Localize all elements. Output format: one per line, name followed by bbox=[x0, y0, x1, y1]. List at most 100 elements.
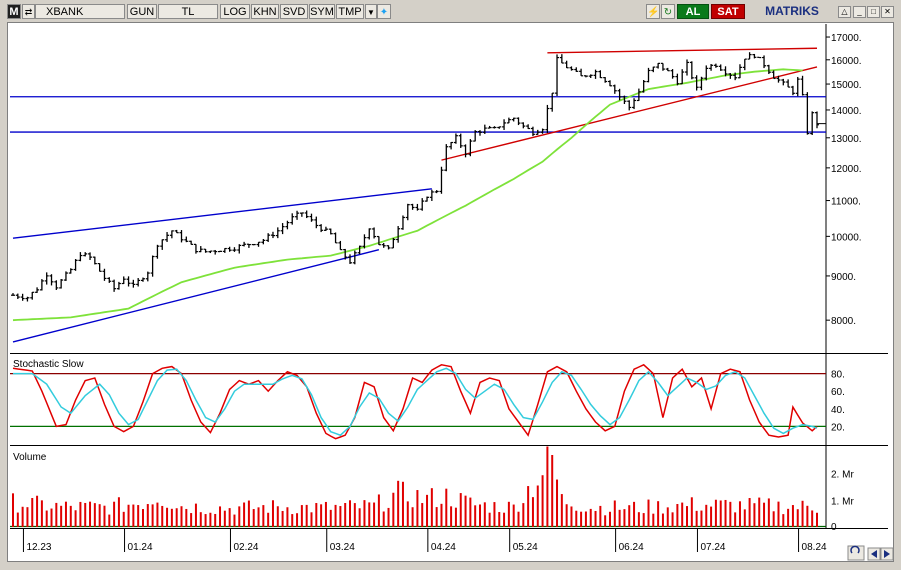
maximize-icon[interactable]: □ bbox=[867, 6, 880, 18]
volume-bar bbox=[714, 499, 717, 527]
volume-bar bbox=[204, 514, 207, 527]
buy-button[interactable]: AL bbox=[677, 4, 709, 19]
minimize-icon[interactable]: _ bbox=[853, 6, 866, 18]
volume-bar bbox=[628, 505, 631, 527]
volume-bar bbox=[705, 504, 708, 527]
volume-bar bbox=[652, 513, 655, 527]
volume-bar bbox=[570, 506, 573, 527]
stochastic-tick-label: 80. bbox=[831, 370, 845, 381]
volume-bar bbox=[608, 511, 611, 527]
volume-bar bbox=[700, 510, 703, 527]
close-icon[interactable]: ✕ bbox=[881, 6, 894, 18]
swap-icon[interactable]: ⇄ bbox=[22, 4, 35, 19]
twitter-icon[interactable]: ✦ bbox=[377, 4, 391, 19]
arrow-right-icon bbox=[884, 550, 890, 558]
volume-bar bbox=[31, 498, 34, 527]
price-tick-label: 16000. bbox=[831, 56, 862, 67]
volume-bar bbox=[180, 506, 183, 527]
volume-bar bbox=[64, 501, 67, 527]
volume-bar bbox=[719, 500, 722, 527]
refresh-icon[interactable]: ↻ bbox=[661, 4, 675, 19]
volume-bar bbox=[488, 512, 491, 527]
volume-bar bbox=[166, 507, 169, 527]
price-tick-label: 11000. bbox=[831, 197, 861, 208]
price-tick-label: 8000. bbox=[831, 316, 856, 327]
tmp-button[interactable]: TMP bbox=[336, 4, 364, 19]
price-tick-label: 9000. bbox=[831, 272, 856, 283]
currency-button[interactable]: TL bbox=[158, 4, 218, 19]
volume-bar bbox=[483, 502, 486, 527]
symbol-field[interactable]: XBANK bbox=[35, 4, 125, 19]
logo-button[interactable]: M bbox=[7, 4, 21, 19]
volume-bar bbox=[560, 494, 563, 527]
period-button[interactable]: GUN bbox=[127, 4, 157, 19]
volume-bar bbox=[454, 507, 457, 527]
volume-bar bbox=[257, 507, 260, 527]
volume-bar bbox=[753, 503, 756, 527]
volume-bar bbox=[344, 502, 347, 527]
volume-bar bbox=[358, 508, 361, 527]
volume-bar bbox=[604, 515, 607, 527]
trend-line bbox=[12, 188, 432, 239]
volume-bar bbox=[599, 505, 602, 527]
volume-bar bbox=[681, 502, 684, 527]
volume-bar bbox=[531, 497, 534, 527]
date-label: 06.24 bbox=[619, 542, 644, 553]
volume-bar bbox=[758, 497, 761, 527]
volume-bar bbox=[623, 509, 626, 527]
date-label: 03.24 bbox=[330, 542, 355, 553]
volume-bar bbox=[498, 512, 501, 527]
volume-bar bbox=[637, 512, 640, 527]
volume-bar bbox=[618, 509, 621, 527]
volume-bar bbox=[103, 505, 106, 527]
price-tick-label: 13000. bbox=[831, 134, 862, 145]
volume-bar bbox=[584, 511, 587, 527]
sell-button[interactable]: SAT bbox=[711, 4, 745, 19]
khn-button[interactable]: KHN bbox=[251, 4, 279, 19]
volume-bar bbox=[791, 505, 794, 527]
volume-bar bbox=[373, 502, 376, 527]
svd-button[interactable]: SVD bbox=[280, 4, 308, 19]
volume-bar bbox=[247, 500, 250, 527]
volume-bar bbox=[777, 501, 780, 527]
volume-bar bbox=[676, 504, 679, 527]
volume-tick-label: 1. Mr bbox=[831, 496, 854, 507]
volume-bar bbox=[238, 506, 241, 527]
volume-bar bbox=[671, 512, 674, 527]
volume-bar bbox=[782, 514, 785, 527]
volume-bar bbox=[661, 513, 664, 527]
volume-bar bbox=[411, 507, 414, 527]
collapse-icon[interactable]: △ bbox=[838, 6, 851, 18]
volume-bar bbox=[397, 480, 400, 527]
trend-line bbox=[12, 249, 380, 343]
date-label: 07.24 bbox=[700, 542, 725, 553]
volume-bar bbox=[440, 503, 443, 527]
sym-button[interactable]: SYM bbox=[309, 4, 335, 19]
volume-bar bbox=[450, 506, 453, 527]
volume-bar bbox=[69, 505, 72, 527]
volume-bar bbox=[426, 494, 429, 527]
date-label: 05.24 bbox=[513, 542, 538, 553]
dropdown-arrow-icon[interactable]: ▼ bbox=[365, 4, 377, 19]
volume-bar bbox=[633, 501, 636, 527]
volume-bar bbox=[219, 506, 222, 527]
price-tick-label: 15000. bbox=[831, 80, 862, 91]
volume-bar bbox=[363, 500, 366, 527]
volume-bar bbox=[734, 512, 737, 527]
trend-line bbox=[547, 47, 818, 54]
volume-bar bbox=[108, 514, 111, 527]
volume-bar bbox=[690, 497, 693, 527]
volume-bar bbox=[84, 502, 87, 527]
stochastic-tick-label: 40. bbox=[831, 405, 845, 416]
volume-bar bbox=[392, 492, 395, 527]
lightning-icon[interactable]: ⚡ bbox=[646, 4, 660, 19]
volume-bar bbox=[117, 497, 120, 527]
volume-bar bbox=[416, 490, 419, 527]
log-button[interactable]: LOG bbox=[220, 4, 250, 19]
volume-bar bbox=[228, 508, 231, 527]
volume-bar bbox=[613, 500, 616, 527]
volume-bar bbox=[556, 479, 559, 527]
volume-bar bbox=[811, 510, 814, 527]
volume-bar bbox=[748, 498, 751, 527]
